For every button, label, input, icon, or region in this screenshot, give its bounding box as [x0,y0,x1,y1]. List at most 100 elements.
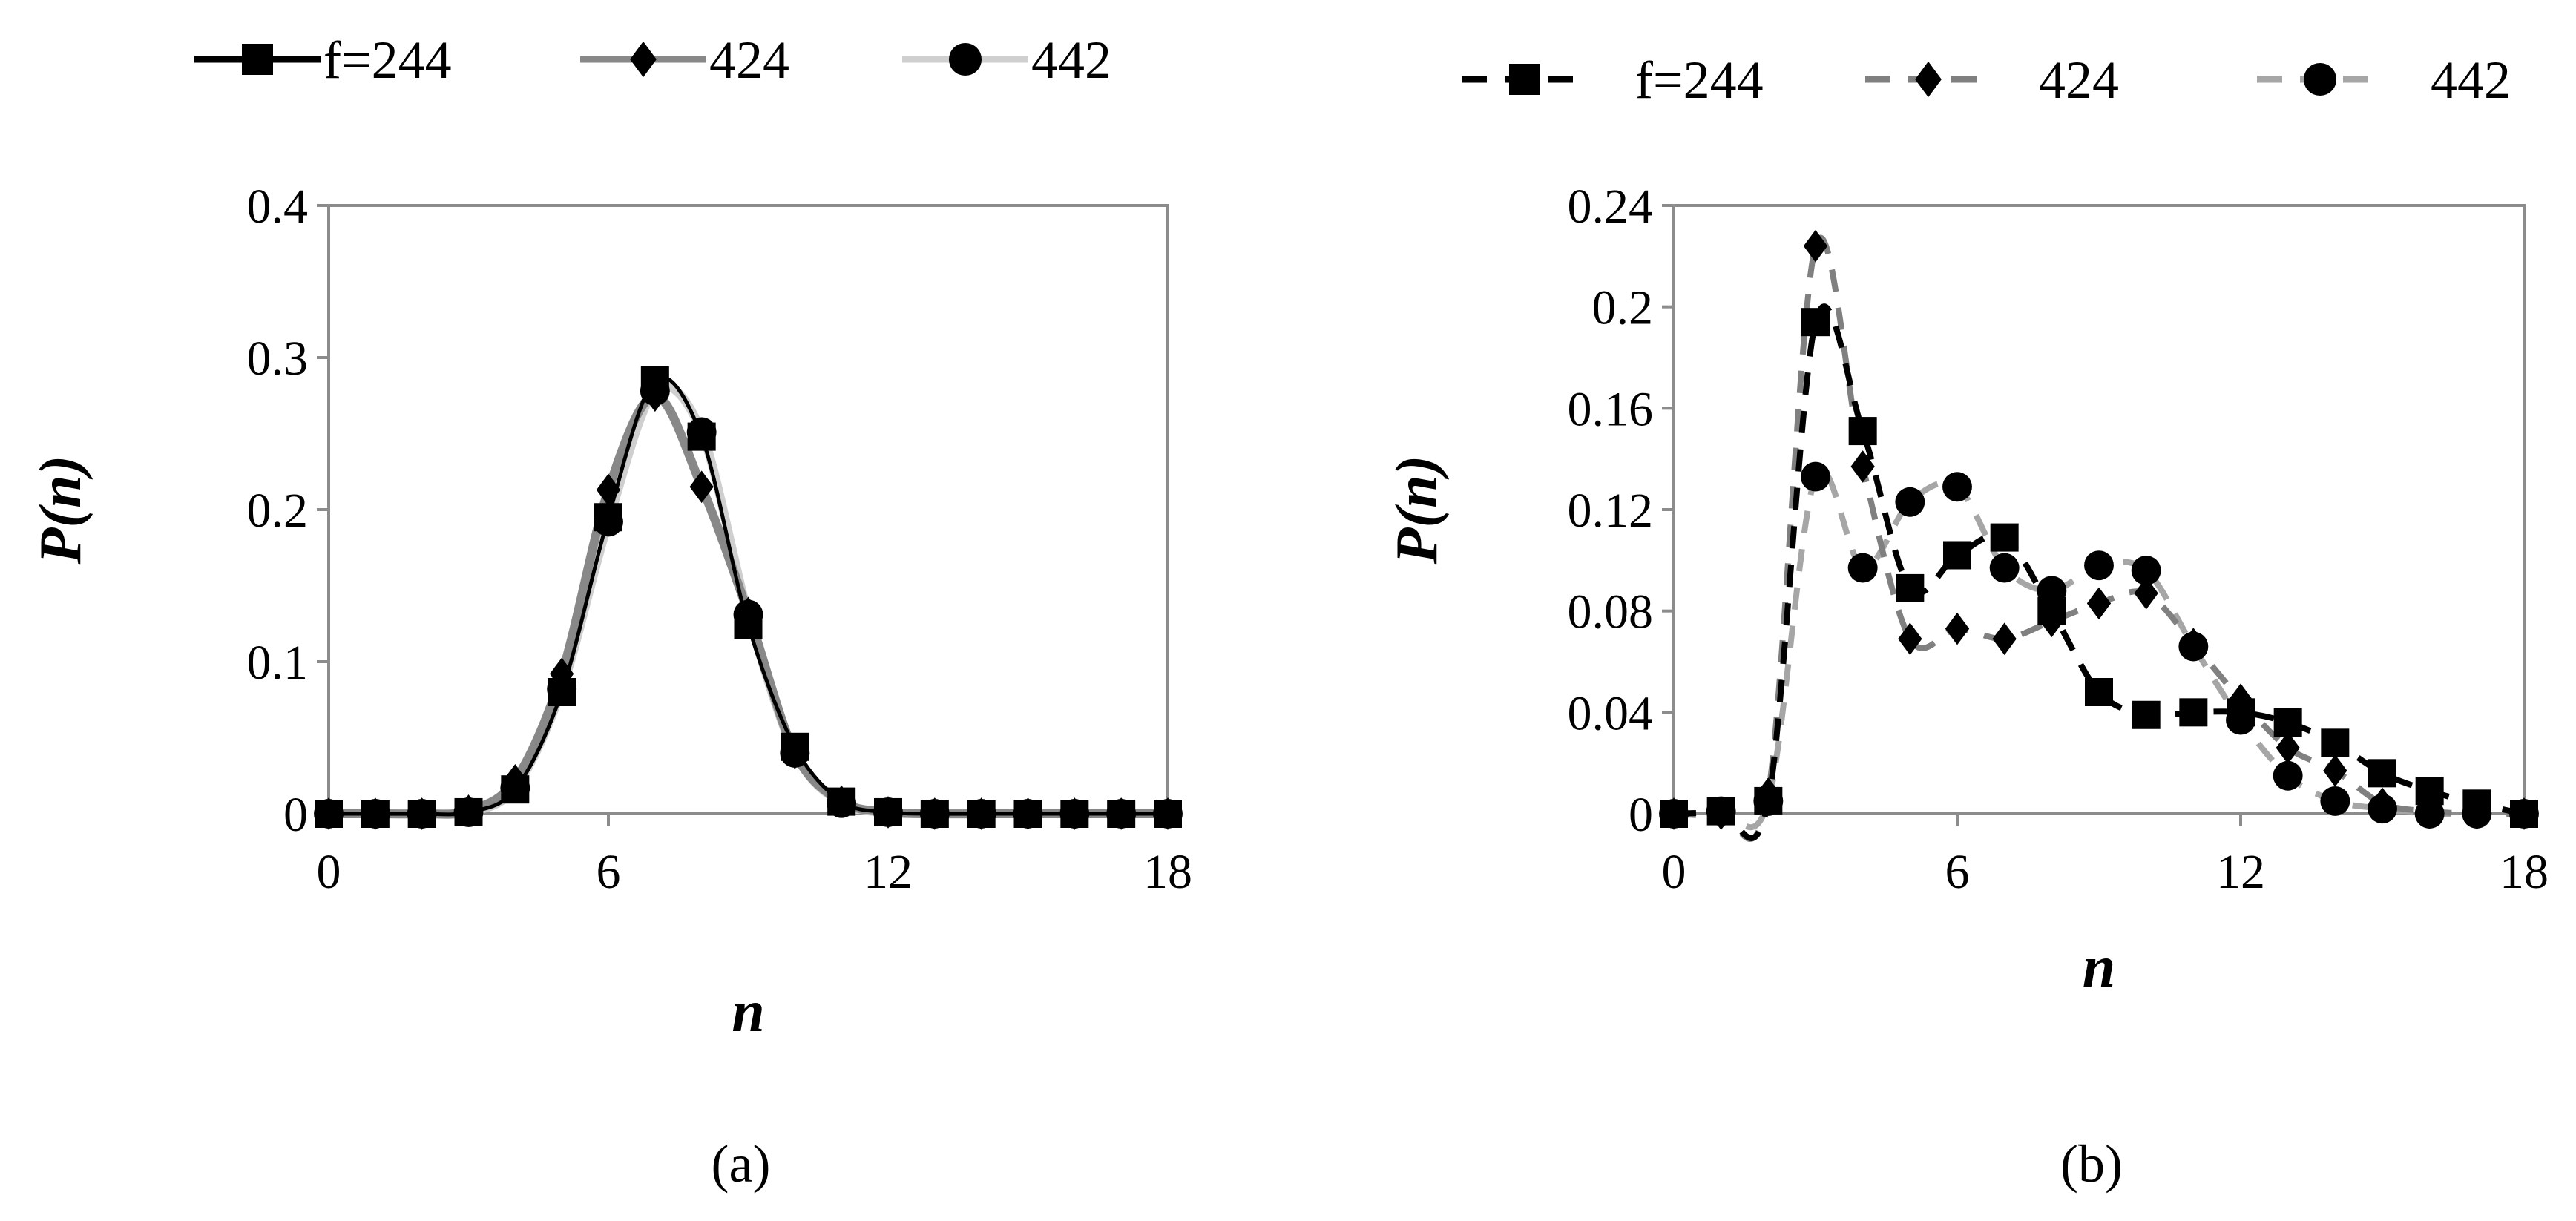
data-point-442 [1895,487,1925,517]
legend-marker-442 [948,42,982,76]
y-tick-label: 0.04 [1568,686,1654,740]
data-point-f=244 [2510,800,2538,828]
data-point-f=244 [1154,800,1182,828]
data-point-424 [2276,731,2300,765]
legend-label: 424 [2039,50,2119,110]
data-point-424 [689,470,714,504]
panel-label: (a) [712,1134,771,1194]
data-point-442 [1801,461,1830,492]
data-point-f=244 [967,800,996,828]
data-point-f=244 [548,678,576,706]
data-point-f=244 [2368,759,2396,788]
data-point-f=244 [687,422,716,451]
data-point-f=244 [1754,786,1783,815]
x-tick-label: 18 [2500,845,2549,899]
data-point-424 [2370,787,2395,820]
y-axis-label: P(n) [1384,455,1450,565]
x-axis-label: n [732,979,765,1044]
x-tick-label: 6 [597,845,621,899]
data-point-424 [1803,229,1828,263]
x-tick-label: 12 [2216,845,2265,899]
data-point-442 [1847,553,1878,583]
plot-frame [327,204,1169,815]
legend-label: 424 [709,30,789,90]
data-point-424 [2134,576,2158,610]
data-point-f=244 [315,800,343,828]
data-point-f=244 [594,503,622,532]
y-tick-label: 0.16 [1568,382,1654,436]
series-line-f=244 [326,375,1170,817]
data-point-424 [2181,628,2206,660]
x-tick-label: 6 [1945,845,1970,899]
y-tick-label: 0 [283,788,308,842]
data-point-f=244 [1801,308,1830,337]
data-point-f=244 [2321,728,2350,757]
data-point-f=244 [1848,417,1877,446]
y-tick-label: 0.24 [1568,180,1654,234]
data-point-f=244 [1013,800,1042,828]
data-point-f=244 [1107,800,1136,828]
legend-marker-f=244 [242,44,273,75]
x-tick-label: 0 [1662,845,1686,899]
data-point-f=244 [2132,700,2161,729]
data-point-f=244 [1896,573,1925,602]
y-tick-label: 0.4 [247,180,309,234]
chart-panel-b: 0 0.04 0.08 0.12 0.16 0.2 0.24 0 6 12 18 n P(n) (b) f=… [1384,50,2549,1194]
data-point-f=244 [2462,789,2491,818]
data-point-f=244 [2037,596,2066,625]
y-tick-label: 0 [1629,788,1653,842]
y-tick-label: 0.12 [1568,484,1654,538]
y-tick-label: 0.2 [247,484,309,538]
data-point-f=244 [874,797,902,826]
series-line-424 [1673,234,2525,842]
data-point-f=244 [501,775,530,804]
legend-label: 442 [1031,30,1111,90]
data-point-424 [1850,450,1875,483]
legend-marker-f=244 [1509,64,1540,95]
data-point-f=244 [1060,800,1089,828]
data-point-f=244 [2273,708,2302,737]
data-point-f=244 [407,800,436,828]
x-tick-label: 18 [1143,845,1192,899]
data-point-424 [1898,622,1922,656]
x-tick-label: 12 [864,845,913,899]
data-point-f=244 [1943,541,1971,570]
data-point-f=244 [2415,777,2444,806]
plot-frame [1672,204,2526,815]
data-point-442 [2131,556,2161,585]
y-tick-label: 0.08 [1568,585,1654,639]
data-point-442 [1989,553,2020,583]
data-point-f=244 [640,366,669,395]
legend-marker-424 [630,41,657,78]
legend-marker-442 [2303,62,2337,96]
data-point-f=244 [920,800,949,828]
data-point-f=244 [2179,698,2208,727]
data-point-f=244 [1990,523,2019,552]
data-point-442 [1942,472,1972,502]
y-tick-label: 0.1 [247,636,309,690]
data-point-424 [1992,622,2017,656]
x-axis-label: n [2083,935,2116,1000]
data-point-442 [2273,760,2303,791]
legend-label: f=244 [1635,50,1764,110]
data-point-424 [1945,612,1970,645]
data-point-424 [2323,754,2347,787]
data-point-f=244 [2085,678,2113,706]
panel-label: (b) [2060,1134,2123,1194]
data-point-f=244 [361,800,390,828]
data-point-f=244 [781,732,809,761]
x-tick-label: 0 [317,845,341,899]
data-point-424 [596,473,621,507]
y-tick-label: 0.3 [247,332,309,386]
legend-label: 442 [2431,50,2511,110]
legend-marker-424 [1915,61,1942,98]
series-line-442 [1673,467,2524,831]
data-point-f=244 [1706,797,1735,826]
y-axis-label: P(n) [28,455,93,565]
legend-label: f=244 [323,30,452,90]
chart-panel-a: 0 0.1 0.2 0.3 0.4 0 6 12 18 n P(n) (a) f=244 424 442 [28,30,1192,1194]
data-point-f=244 [1660,800,1688,828]
data-point-424 [2086,587,2112,620]
data-point-442 [2320,786,2350,816]
